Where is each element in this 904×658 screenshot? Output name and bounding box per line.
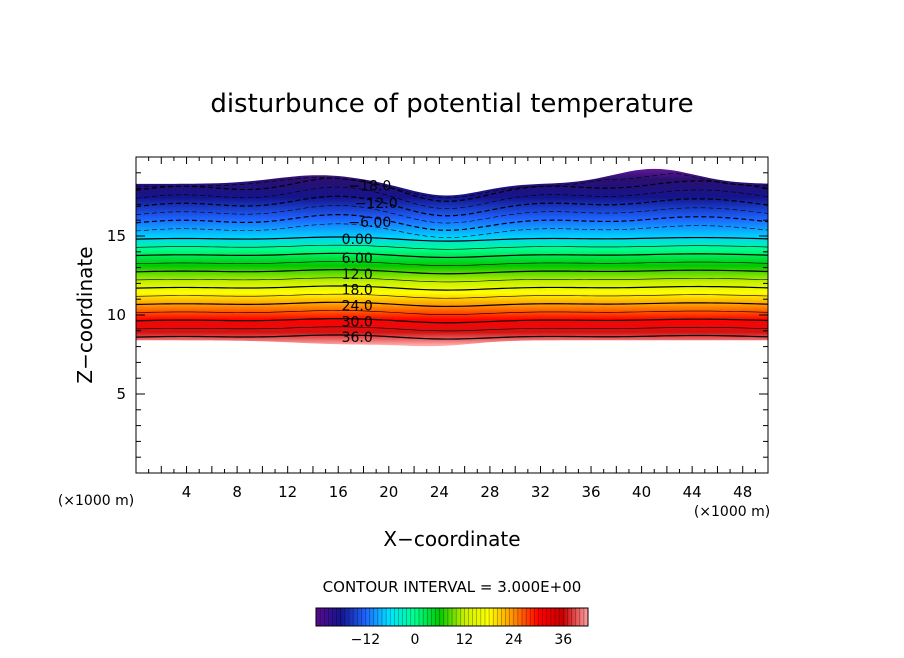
contour-labels: −18.0 −12.0 −6.000.00 6.0012.018.024.030.03… bbox=[342, 178, 398, 346]
contour-label: −18.0 bbox=[348, 178, 391, 194]
x-tick-label: 4 bbox=[182, 483, 192, 501]
contour-line bbox=[136, 261, 768, 266]
colorbar-tick-label: 0 bbox=[410, 632, 419, 648]
contour-line bbox=[136, 310, 768, 315]
contour-line bbox=[136, 301, 768, 308]
x-tick-label: 44 bbox=[683, 483, 702, 501]
contour-line bbox=[136, 236, 768, 242]
contour-line bbox=[136, 205, 768, 224]
contour-line bbox=[136, 269, 768, 275]
contour-line bbox=[136, 195, 768, 217]
y-tick-label: 10 bbox=[107, 306, 126, 324]
contour-line bbox=[136, 277, 768, 283]
x-tick-label: 8 bbox=[232, 483, 242, 501]
contour-line bbox=[136, 285, 768, 291]
x-tick-label: 32 bbox=[531, 483, 550, 501]
x-tick-label: 40 bbox=[632, 483, 651, 501]
contour-label: 18.0 bbox=[342, 283, 373, 299]
contour-label: 36.0 bbox=[342, 330, 373, 346]
contour-line bbox=[136, 223, 768, 238]
x-axis-label: X−coordinate bbox=[383, 527, 520, 551]
x-tick-label: 48 bbox=[733, 483, 752, 501]
y-tick-label: 15 bbox=[107, 227, 126, 245]
contour-label: 24.0 bbox=[342, 299, 373, 315]
contour-line bbox=[136, 186, 768, 209]
contour-line bbox=[136, 334, 768, 340]
contour-line bbox=[136, 326, 768, 332]
x-axis-unit-left: (×1000 m) bbox=[58, 493, 134, 509]
colorbar-tick-label: 24 bbox=[505, 632, 523, 648]
x-tick-label: 20 bbox=[379, 483, 398, 501]
colorbar: −12 0 12 24 36 bbox=[315, 607, 589, 648]
contour-label: −6.00 bbox=[348, 215, 391, 231]
contour-label: 0.00 bbox=[342, 232, 373, 248]
colorbar-tick-label: 12 bbox=[455, 632, 473, 648]
contour-line bbox=[136, 214, 768, 231]
colorbar-tick-label: −12 bbox=[351, 632, 381, 648]
contour-line bbox=[136, 318, 768, 324]
y-tick-label: 5 bbox=[116, 385, 126, 403]
x-tick-label: 28 bbox=[480, 483, 499, 501]
contour-label: −12.0 bbox=[355, 196, 398, 212]
contour-label: 12.0 bbox=[342, 267, 373, 283]
contour-interval-text: CONTOUR INTERVAL = 3.000E+00 bbox=[323, 578, 582, 596]
contour-line bbox=[136, 173, 768, 199]
x-tick-label: 16 bbox=[329, 483, 348, 501]
contour-line bbox=[136, 293, 768, 299]
contour-label: 30.0 bbox=[342, 314, 373, 330]
x-axis-unit-right: (×1000 m) bbox=[694, 504, 770, 520]
x-tick-label: 36 bbox=[581, 483, 600, 501]
x-tick-label: 12 bbox=[278, 483, 297, 501]
y-axis-label: Z−coordinate bbox=[73, 246, 97, 383]
contour-line bbox=[136, 244, 768, 250]
contour-lines bbox=[136, 173, 768, 340]
contour-line bbox=[136, 252, 768, 259]
colorbar-tick-label: 36 bbox=[554, 632, 572, 648]
contour-line bbox=[136, 177, 768, 202]
contour-label: 6.00 bbox=[342, 251, 373, 267]
chart-title: disturbunce of potential temperature bbox=[210, 89, 693, 119]
x-tick-label: 24 bbox=[430, 483, 449, 501]
